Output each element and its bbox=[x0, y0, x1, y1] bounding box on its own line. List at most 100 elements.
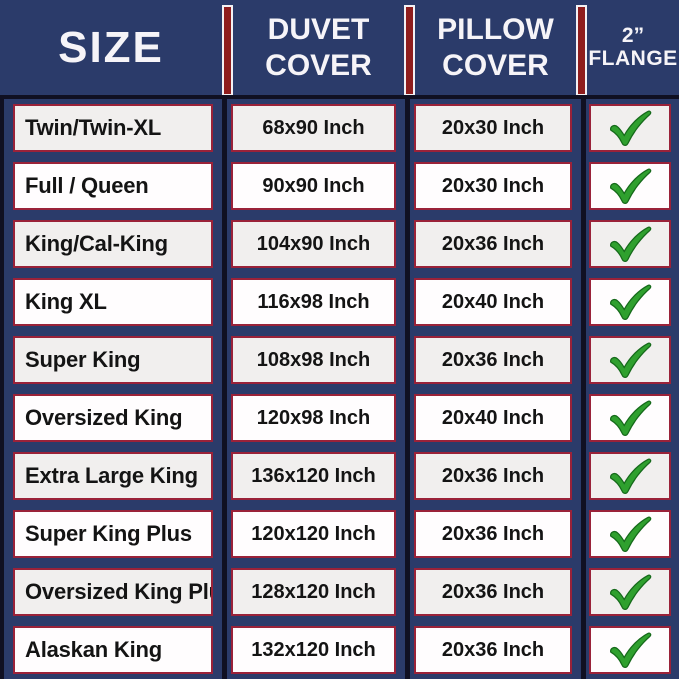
pillow-value: 20x30 Inch bbox=[441, 174, 545, 197]
header-size: SIZE bbox=[0, 0, 222, 95]
size-cell: Super King Plus bbox=[13, 510, 213, 558]
header-size-label: SIZE bbox=[58, 22, 164, 72]
table-row: Super King Plus 120x120 Inch 20x36 Inch bbox=[4, 505, 679, 563]
flange-cell bbox=[589, 278, 671, 326]
duvet-value: 120x120 Inch bbox=[251, 522, 376, 545]
size-value: Oversized King bbox=[25, 405, 183, 430]
duvet-value: 128x120 Inch bbox=[251, 580, 376, 603]
header-pillow-cover: PILLOW COVER bbox=[415, 0, 576, 95]
flange-cell bbox=[589, 162, 671, 210]
pillow-cell: 20x36 Inch bbox=[414, 220, 572, 268]
flange-cell bbox=[589, 220, 671, 268]
duvet-value: 132x120 Inch bbox=[251, 638, 376, 661]
duvet-cell: 120x98 Inch bbox=[231, 394, 396, 442]
pillow-cell: 20x36 Inch bbox=[414, 626, 572, 674]
pillow-cell: 20x36 Inch bbox=[414, 510, 572, 558]
duvet-cell: 116x98 Inch bbox=[231, 278, 396, 326]
header-separator-bar bbox=[404, 5, 415, 95]
table-body: Twin/Twin-XL 68x90 Inch 20x30 Inch Full … bbox=[0, 95, 679, 679]
duvet-value: 136x120 Inch bbox=[251, 464, 376, 487]
header-flange-label: FLANGE bbox=[588, 47, 678, 71]
pillow-value: 20x40 Inch bbox=[441, 406, 545, 429]
size-value: Super King Plus bbox=[25, 521, 192, 546]
header-flange: 2” FLANGE bbox=[587, 0, 679, 95]
pillow-value: 20x36 Inch bbox=[441, 232, 545, 255]
flange-cell bbox=[589, 452, 671, 500]
table-row: Twin/Twin-XL 68x90 Inch 20x30 Inch bbox=[4, 99, 679, 157]
duvet-cell: 90x90 Inch bbox=[231, 162, 396, 210]
duvet-value: 68x90 Inch bbox=[262, 116, 365, 139]
column-divider bbox=[405, 99, 410, 679]
pillow-cell: 20x40 Inch bbox=[414, 394, 572, 442]
checkmark-icon bbox=[610, 516, 652, 552]
header-flange-size: 2” bbox=[621, 23, 645, 47]
column-divider bbox=[581, 99, 586, 679]
pillow-value: 20x36 Inch bbox=[441, 638, 545, 661]
pillow-value: 20x36 Inch bbox=[441, 580, 545, 603]
duvet-cell: 120x120 Inch bbox=[231, 510, 396, 558]
size-cell: King XL bbox=[13, 278, 213, 326]
checkmark-icon bbox=[610, 574, 652, 610]
pillow-cell: 20x30 Inch bbox=[414, 162, 572, 210]
duvet-value: 90x90 Inch bbox=[262, 174, 365, 197]
pillow-value: 20x30 Inch bbox=[441, 116, 545, 139]
checkmark-icon bbox=[610, 400, 652, 436]
flange-cell bbox=[589, 510, 671, 558]
table-row: Super King 108x98 Inch 20x36 Inch bbox=[4, 331, 679, 389]
pillow-cell: 20x36 Inch bbox=[414, 336, 572, 384]
duvet-cell: 136x120 Inch bbox=[231, 452, 396, 500]
duvet-value: 104x90 Inch bbox=[256, 232, 371, 255]
checkmark-icon bbox=[610, 284, 652, 320]
table-row: King/Cal-King 104x90 Inch 20x36 Inch bbox=[4, 215, 679, 273]
column-divider bbox=[222, 99, 227, 679]
checkmark-icon bbox=[610, 110, 652, 146]
header-pillow-label: PILLOW COVER bbox=[437, 13, 554, 82]
pillow-cell: 20x30 Inch bbox=[414, 104, 572, 152]
header-duvet-cover: DUVET COVER bbox=[233, 0, 404, 95]
flange-cell bbox=[589, 336, 671, 384]
flange-cell bbox=[589, 568, 671, 616]
duvet-cell: 104x90 Inch bbox=[231, 220, 396, 268]
header-duvet-label: DUVET COVER bbox=[265, 13, 372, 82]
pillow-value: 20x40 Inch bbox=[441, 290, 545, 313]
duvet-cell: 108x98 Inch bbox=[231, 336, 396, 384]
duvet-cell: 128x120 Inch bbox=[231, 568, 396, 616]
pillow-cell: 20x40 Inch bbox=[414, 278, 572, 326]
pillow-value: 20x36 Inch bbox=[441, 464, 545, 487]
size-cell: Twin/Twin-XL bbox=[13, 104, 213, 152]
size-value: Alaskan King bbox=[25, 637, 162, 662]
pillow-value: 20x36 Inch bbox=[441, 348, 545, 371]
size-cell: Alaskan King bbox=[13, 626, 213, 674]
checkmark-icon bbox=[610, 226, 652, 262]
checkmark-icon bbox=[610, 342, 652, 378]
flange-cell bbox=[589, 626, 671, 674]
pillow-value: 20x36 Inch bbox=[441, 522, 545, 545]
duvet-cell: 132x120 Inch bbox=[231, 626, 396, 674]
table-row: Alaskan King 132x120 Inch 20x36 Inch bbox=[4, 621, 679, 679]
flange-cell bbox=[589, 104, 671, 152]
size-value: King XL bbox=[25, 289, 107, 314]
size-cell: Oversized King bbox=[13, 394, 213, 442]
pillow-cell: 20x36 Inch bbox=[414, 568, 572, 616]
duvet-value: 108x98 Inch bbox=[256, 348, 371, 371]
duvet-value: 120x98 Inch bbox=[256, 406, 371, 429]
size-value: Extra Large King bbox=[25, 463, 198, 488]
checkmark-icon bbox=[610, 168, 652, 204]
size-cell: Extra Large King bbox=[13, 452, 213, 500]
table-row: King XL 116x98 Inch 20x40 Inch bbox=[4, 273, 679, 331]
flange-cell bbox=[589, 394, 671, 442]
table-row: Oversized King Plus 128x120 Inch 20x36 I… bbox=[4, 563, 679, 621]
header-separator-bar bbox=[222, 5, 233, 95]
table-header: SIZE DUVET COVER PILLOW COVER 2” FLANGE bbox=[0, 0, 679, 95]
table-row: Full / Queen 90x90 Inch 20x30 Inch bbox=[4, 157, 679, 215]
table-row: Extra Large King 136x120 Inch 20x36 Inch bbox=[4, 447, 679, 505]
size-value: Full / Queen bbox=[25, 173, 149, 198]
table-row: Oversized King 120x98 Inch 20x40 Inch bbox=[4, 389, 679, 447]
checkmark-icon bbox=[610, 632, 652, 668]
size-cell: Super King bbox=[13, 336, 213, 384]
size-value: Twin/Twin-XL bbox=[25, 115, 162, 140]
size-cell: King/Cal-King bbox=[13, 220, 213, 268]
size-value: King/Cal-King bbox=[25, 231, 168, 256]
pillow-cell: 20x36 Inch bbox=[414, 452, 572, 500]
